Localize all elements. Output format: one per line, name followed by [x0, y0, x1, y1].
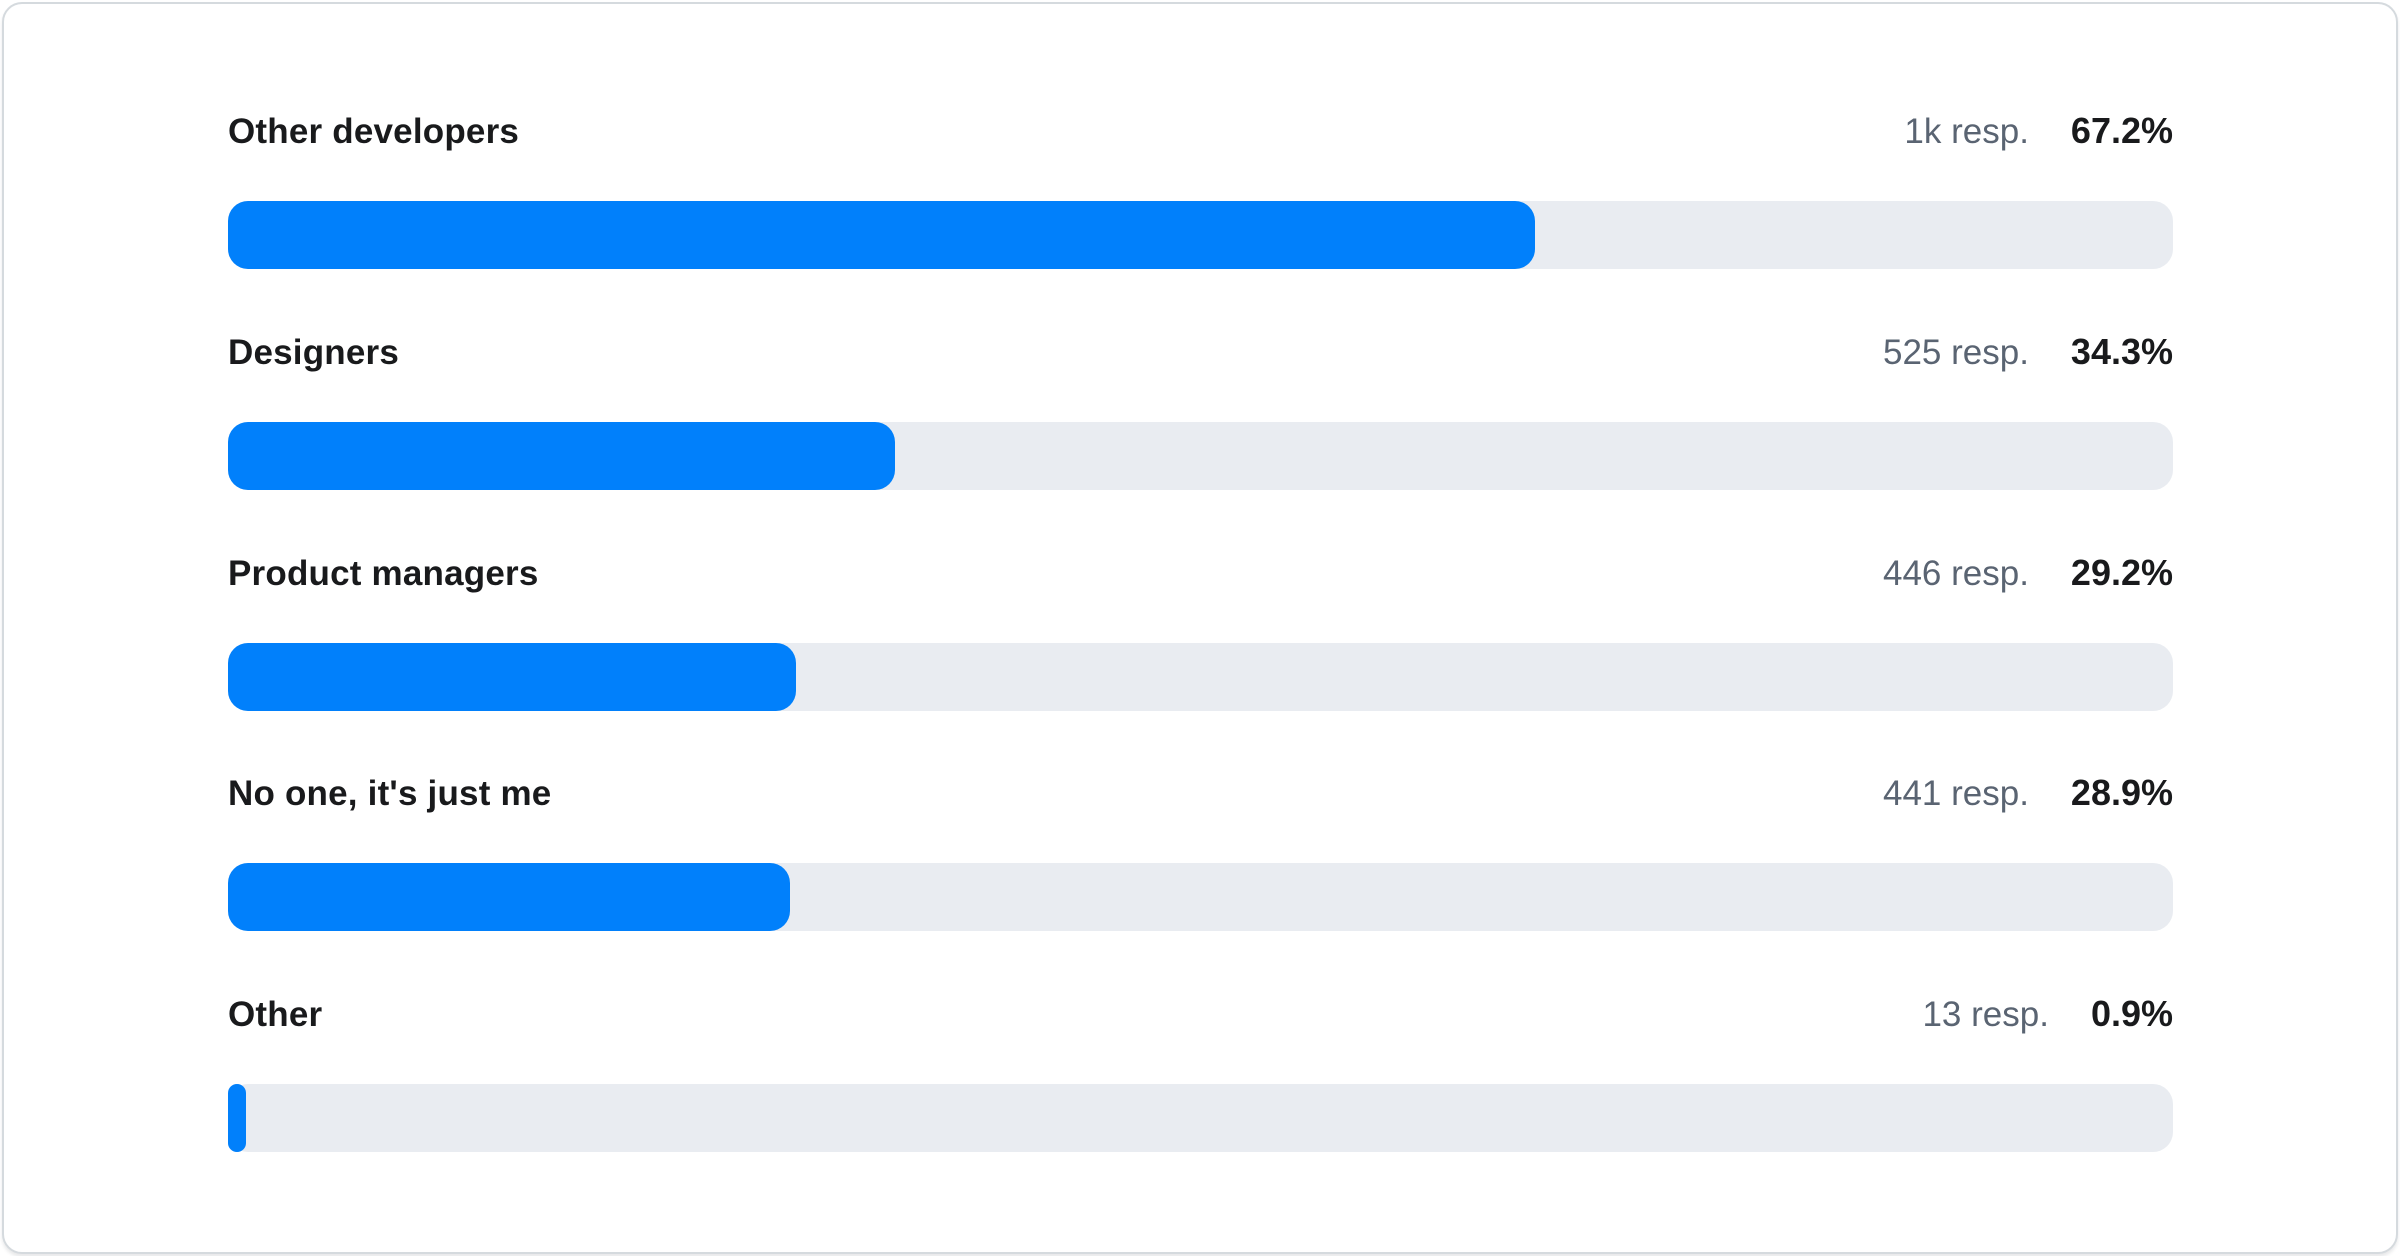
chart-row: Other 13 resp. 0.9% [228, 992, 2173, 1152]
response-count: 525 resp. [1882, 332, 2029, 372]
row-values: 446 resp. 29.2% [1883, 551, 2173, 596]
category-label: Other developers [228, 112, 520, 151]
chart-row-header: Designers 525 resp. 34.3% [228, 330, 2173, 374]
percent-value: 34.3% [2070, 330, 2173, 372]
row-values: 13 resp. 0.9% [1922, 992, 2173, 1037]
bar-track [228, 421, 2173, 490]
chart-row: Other developers 1k resp. 67.2% [228, 109, 2173, 269]
bar-fill [228, 863, 791, 932]
bar-track [228, 1084, 2173, 1152]
bar-track [228, 201, 2173, 269]
row-values: 1k resp. 67.2% [1904, 109, 2173, 154]
percent-value: 28.9% [2070, 772, 2173, 814]
percent-value: 67.2% [2070, 110, 2173, 151]
percent-value: 0.9% [2090, 993, 2173, 1034]
bar-track [228, 863, 2173, 932]
bar-track [228, 642, 2173, 711]
bar-fill [228, 642, 796, 711]
row-values: 525 resp. 34.3% [1883, 330, 2173, 375]
response-count: 446 resp. [1882, 553, 2029, 593]
percent-value: 29.2% [2070, 551, 2173, 593]
chart-row-header: Other 13 resp. 0.9% [228, 992, 2173, 1036]
bar-fill [228, 201, 1536, 269]
response-count: 441 resp. [1882, 774, 2029, 814]
response-count: 1k resp. [1904, 112, 2029, 151]
chart-row-header: Product managers 446 resp. 29.2% [228, 551, 2173, 595]
category-label: Other [228, 995, 323, 1034]
row-values: 441 resp. 28.9% [1883, 771, 2173, 816]
chart-row-header: Other developers 1k resp. 67.2% [228, 109, 2173, 153]
chart-row-header: No one, it's just me 441 resp. 28.9% [228, 771, 2173, 815]
bar-fill [228, 421, 896, 490]
category-label: Product managers [228, 553, 539, 593]
bar-fill [228, 1084, 246, 1152]
chart-row: No one, it's just me 441 resp. 28.9% [228, 771, 2173, 932]
response-count: 13 resp. [1922, 995, 2049, 1034]
category-label: No one, it's just me [228, 774, 552, 814]
chart-row: Designers 525 resp. 34.3% [228, 330, 2173, 490]
category-label: Designers [228, 332, 400, 372]
chart-row: Product managers 446 resp. 29.2% [228, 551, 2173, 711]
